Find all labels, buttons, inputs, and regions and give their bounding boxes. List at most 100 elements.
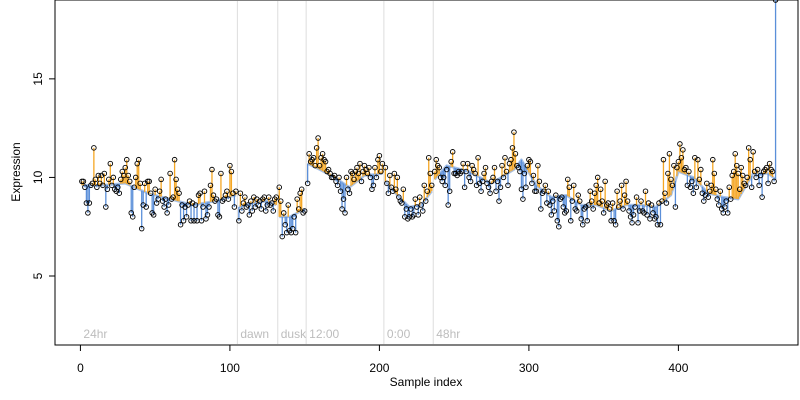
data-point [354,164,360,171]
data-point [100,182,106,189]
data-point [391,170,398,177]
data-point [415,212,422,218]
data-point [600,210,607,216]
data-point [511,129,517,135]
data-point [118,176,124,183]
y-tick-label: 15 [31,72,45,86]
data-point [493,188,499,194]
data-point [276,184,282,191]
data-point [547,202,553,208]
period-label: 0:00 [387,327,411,341]
data-point [675,158,682,165]
data-point [418,202,425,208]
data-point [216,214,223,220]
data-point [210,192,217,198]
data-point [129,214,136,220]
data-point [171,156,178,163]
y-tick-label: 5 [31,272,45,279]
data-point [424,188,430,194]
data-point [376,152,383,159]
data-point [654,221,661,228]
data-point [745,145,752,151]
data-point [554,218,561,224]
period-label: 48hr [436,327,460,341]
data-point [505,182,511,189]
data-point [298,186,305,193]
data-point [668,176,674,183]
data-point [239,208,245,214]
data-point [379,160,386,167]
data-point [705,194,712,200]
data-point [313,145,320,151]
data-point [463,168,469,175]
data-point [497,184,504,191]
data-point [629,220,635,226]
data-point [594,174,601,181]
data-point [669,182,676,189]
data-point [115,184,121,191]
data-point [236,218,242,224]
data-point [609,200,616,206]
data-point [717,188,724,194]
data-point [481,170,487,177]
data-point [621,192,628,198]
data-point [759,194,765,200]
data-point [742,182,749,189]
data-point [231,204,238,210]
data-point [82,184,88,191]
data-point [198,218,205,224]
data-point [487,190,493,196]
data-point [730,168,737,175]
data-point [747,156,753,163]
data-point [304,180,311,187]
data-point [443,166,450,173]
data-point [393,186,399,193]
data-point [249,208,256,214]
data-point [370,182,377,189]
data-point [573,208,580,214]
data-point [744,174,750,181]
data-point [736,186,743,193]
data-points [79,0,779,240]
data-point [597,186,604,193]
data-point [608,218,614,224]
data-point [264,202,271,208]
data-point [550,198,556,204]
data-point [716,202,722,208]
data-point [677,141,683,147]
data-point [433,156,439,163]
data-point [512,151,519,157]
data-point [425,154,432,161]
data-point [769,168,776,175]
data-point [224,188,230,194]
data-point [711,170,718,177]
data-point [704,180,710,187]
data-point [733,162,740,169]
data-point [665,170,671,177]
data-point [714,196,721,202]
data-point [209,166,215,173]
data-point [382,164,389,171]
data-point [626,208,632,214]
x-tick-label: 400 [668,361,688,375]
period-label: dusk [281,327,307,341]
data-point [109,182,115,189]
data-point [467,178,474,185]
data-point [612,221,619,228]
data-point [502,154,508,161]
data-point [95,172,102,179]
data-point [152,186,158,193]
data-point [427,170,433,177]
data-point [690,190,697,196]
data-point [660,156,667,163]
data-point [633,194,640,200]
trend-line [81,182,237,207]
data-point [739,172,746,179]
data-point [683,164,689,171]
data-point [124,156,130,163]
data-point [158,176,164,183]
data-point [666,151,673,157]
data-point [428,182,435,189]
data-point [560,204,567,210]
data-point [650,210,656,216]
